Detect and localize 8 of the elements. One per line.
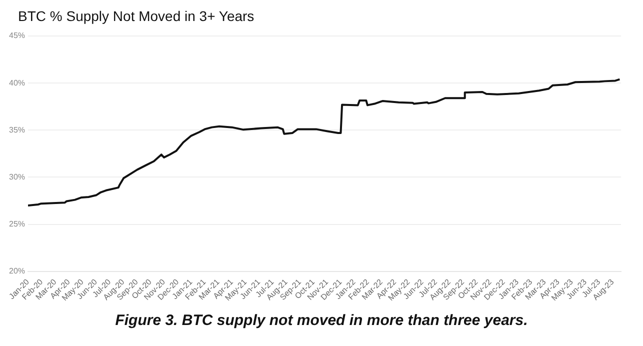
caption: Figure 3. BTC supply not moved in more than three years. (114, 312, 529, 329)
y-tick-label: 30% (8, 172, 26, 182)
y-tick-label: 45% (8, 31, 26, 40)
y-tick-label: 25% (8, 219, 26, 228)
y-tick-label: 40% (8, 78, 26, 88)
y-tick-label: 35% (8, 125, 26, 134)
chart-title: BTC % Supply Not Moved in 3+ Years (18, 8, 254, 24)
y-tick-label: 20% (8, 266, 26, 276)
